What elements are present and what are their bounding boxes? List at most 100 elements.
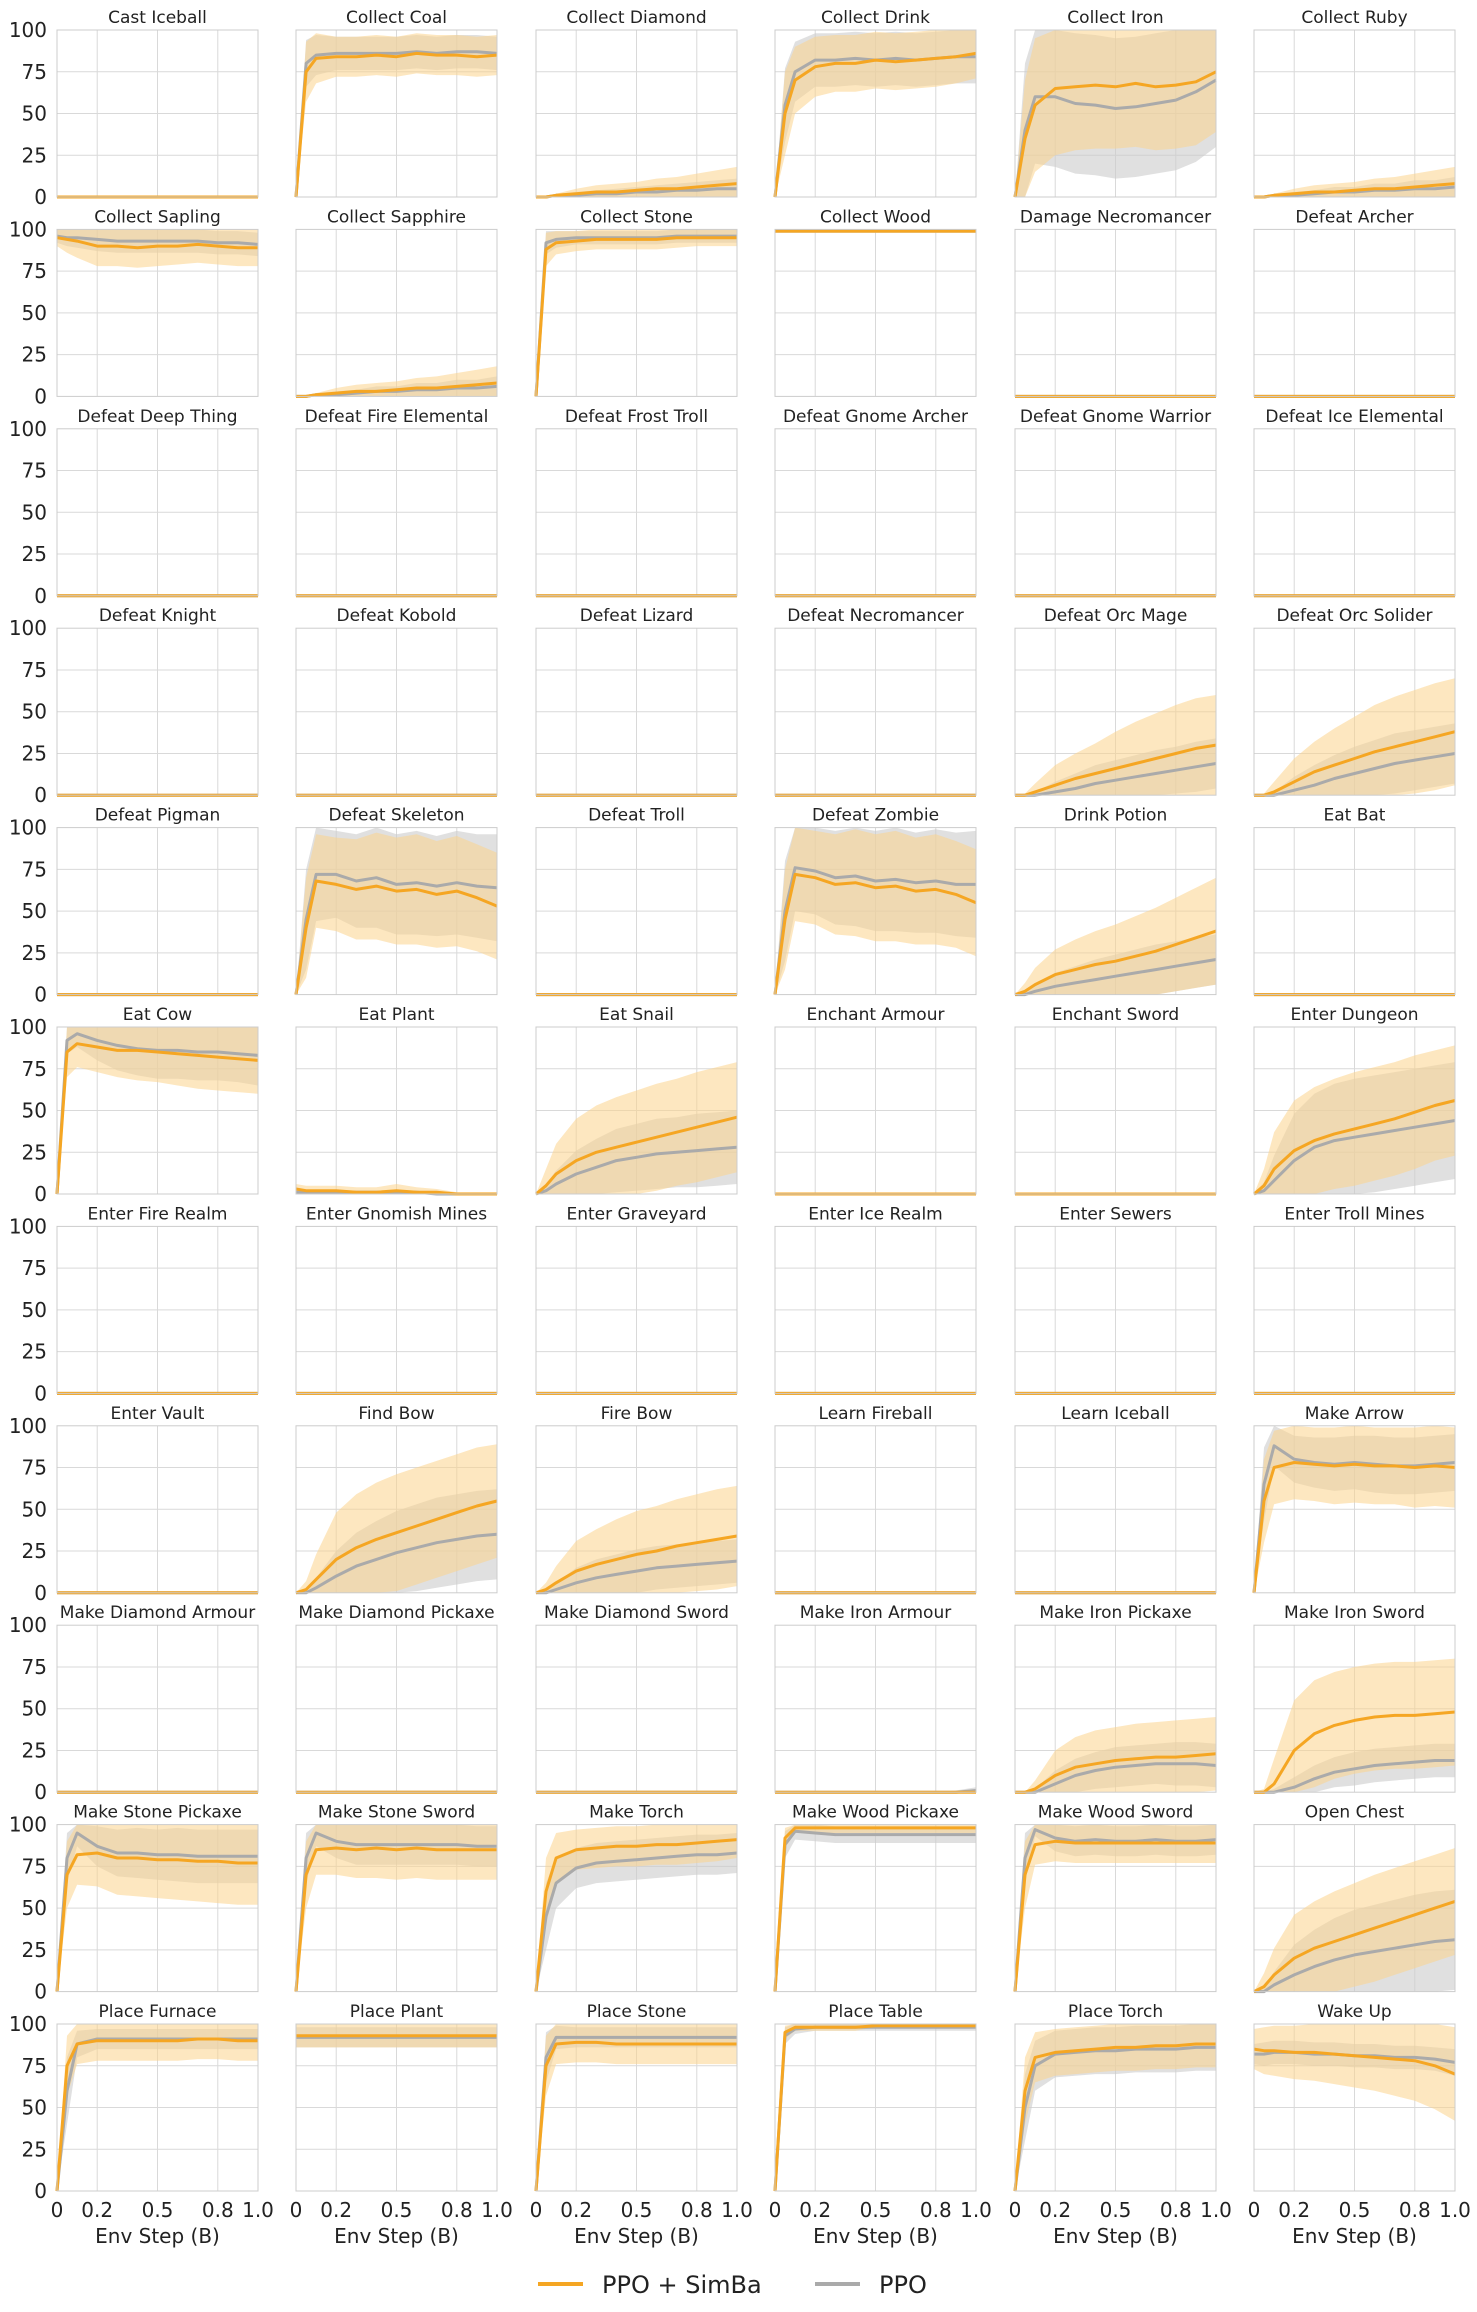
- y-tick-label: 100: [9, 1414, 47, 1438]
- panel-title: Enter Ice Realm: [808, 1204, 942, 1224]
- panel-title: Defeat Orc Mage: [1044, 606, 1188, 626]
- ppo-band: [775, 1824, 976, 1992]
- panel: Enter Troll Mines: [1253, 1204, 1456, 1395]
- panel-title: Collect Ruby: [1301, 8, 1407, 28]
- panel: Make Diamond Sword: [535, 1603, 738, 1794]
- y-tick-label: 100: [9, 616, 47, 640]
- simba-line: [1252, 1461, 1456, 1593]
- simba-band: [536, 229, 737, 397]
- simba-band: [1254, 1658, 1455, 1793]
- x-tick-label: 0.8: [1160, 2198, 1192, 2222]
- panel: Enter Gnomish Mines: [295, 1204, 498, 1395]
- simba-line: [773, 2024, 976, 2192]
- panel-title: Defeat Ice Elemental: [1265, 407, 1443, 427]
- panel: Collect Diamond: [535, 8, 738, 199]
- x-tick-label: 0.2: [81, 2198, 113, 2222]
- y-tick-label: 25: [22, 741, 47, 765]
- x-axis-label: Env Step (B): [813, 2224, 938, 2248]
- panel-title: Eat Bat: [1324, 806, 1386, 826]
- x-axis-label: Env Step (B): [1053, 2224, 1178, 2248]
- simba-line: [56, 236, 258, 250]
- y-tick-label: 25: [22, 1738, 47, 1762]
- ppo-line: [1252, 1444, 1456, 1593]
- panel: Defeat Fire Elemental: [295, 407, 498, 598]
- panel: Enter Fire Realm 0 25 50 75 100: [9, 1204, 259, 1405]
- panel: Defeat Kobold: [295, 606, 498, 797]
- y-tick-label: 0: [34, 783, 47, 807]
- x-tick-label: 1.0: [1200, 2198, 1232, 2222]
- panel-frame: [295, 1425, 498, 1594]
- simba-band: [57, 229, 258, 268]
- panel-frame: [535, 1425, 738, 1594]
- y-tick-label: 100: [9, 417, 47, 441]
- y-tick-label: 25: [22, 343, 47, 367]
- panel: Defeat Pigman 0 25 50 75 100: [9, 806, 259, 1007]
- panel-frame: [1253, 29, 1456, 198]
- panel-frame: [774, 1425, 977, 1594]
- simba-band: [296, 33, 497, 197]
- panel-frame: [1014, 1225, 1217, 1394]
- simba-line: [1254, 730, 1456, 797]
- y-tick-label: 0: [34, 185, 47, 209]
- panel: Fire Bow: [535, 1404, 738, 1595]
- panel-title: Defeat Fire Elemental: [305, 407, 489, 427]
- y-tick-label: 100: [9, 816, 47, 840]
- panel-title: Make Stone Pickaxe: [73, 1803, 242, 1823]
- simba-line: [294, 51, 498, 198]
- simba-line: [534, 1838, 738, 1992]
- ppo-line: [534, 1851, 738, 1992]
- ppo-line: [1254, 1938, 1456, 1994]
- y-tick-label: 100: [9, 2012, 47, 2036]
- panel-title: Defeat Lizard: [580, 606, 694, 626]
- panel-frame: [56, 428, 259, 597]
- y-tick-label: 0: [34, 584, 47, 608]
- panel-frame: [774, 2023, 977, 2192]
- y-tick-label: 0: [34, 2179, 47, 2203]
- panel: Make Diamond Armour 0 25 50 75 100: [9, 1603, 259, 1804]
- y-tick-label: 50: [22, 301, 47, 325]
- x-tick-label: 0.5: [621, 2198, 653, 2222]
- y-tick-label: 100: [9, 18, 47, 42]
- simba-line: [1254, 1710, 1456, 1794]
- x-tick-label: 1.0: [1439, 2198, 1471, 2222]
- panel: Make Iron Armour: [774, 1603, 977, 1794]
- legend-simba-label: PPO + SimBa: [602, 2271, 762, 2299]
- panel-frame: [295, 1624, 498, 1793]
- y-tick-label: 0: [34, 983, 47, 1007]
- y-tick-label: 75: [22, 2054, 47, 2078]
- panel-frame: [1253, 428, 1456, 597]
- panel-title: Collect Wood: [820, 207, 931, 227]
- panel: Place Furnace 0 25 50 75 100 0 0.2 0.5 0.8 1.0 Env …: [9, 2002, 274, 2248]
- panel-frame: [295, 1026, 498, 1195]
- ppo-line: [294, 50, 498, 198]
- y-tick-label: 50: [22, 1896, 47, 1920]
- simba-line: [773, 872, 977, 995]
- y-tick-label: 50: [22, 1099, 47, 1123]
- x-tick-label: 0.8: [202, 2198, 234, 2222]
- y-tick-label: 75: [22, 459, 47, 483]
- panel: Defeat Skeleton: [294, 806, 498, 996]
- ppo-line: [534, 2035, 737, 2192]
- panel: Collect Drink: [773, 8, 977, 198]
- panel-title: Enchant Armour: [807, 1005, 945, 1025]
- x-tick-label: 0: [530, 2198, 543, 2222]
- panel-frame: [56, 1624, 259, 1793]
- panel-frame: [56, 2023, 259, 2192]
- simba-line: [1253, 1899, 1456, 1993]
- panel: Wake Up 0 0.2 0.5 0.8 1.0 Env Step (B): [1248, 2002, 1471, 2248]
- panel-title: Make Diamond Armour: [60, 1603, 255, 1623]
- panel-frame: [774, 29, 977, 198]
- x-tick-label: 0: [1248, 2198, 1261, 2222]
- panel-title: Fire Bow: [601, 1404, 673, 1424]
- simba-band: [1015, 877, 1216, 995]
- panel: Make Wood Sword: [1013, 1803, 1217, 1993]
- y-tick-label: 25: [22, 143, 47, 167]
- y-tick-label: 75: [22, 1057, 47, 1081]
- x-tick-label: 0.8: [920, 2198, 952, 2222]
- panel: Make Stone Sword: [294, 1803, 498, 1993]
- panel: Collect Sapphire: [295, 207, 498, 398]
- panel-frame: [1014, 1425, 1217, 1594]
- panel-title: Enter Gnomish Mines: [306, 1204, 487, 1224]
- simba-band: [1254, 2024, 1455, 2121]
- simba-band: [536, 1062, 737, 1194]
